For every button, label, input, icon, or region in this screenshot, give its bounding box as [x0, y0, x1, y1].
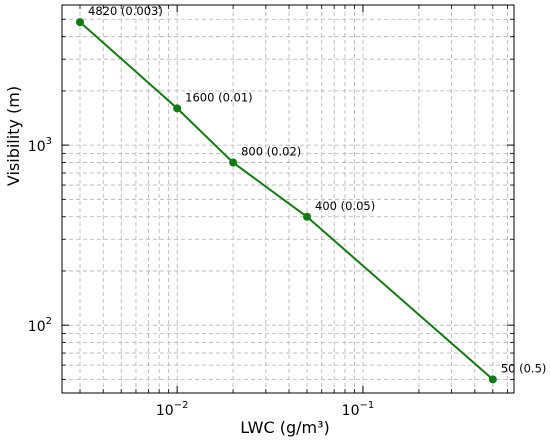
y-tick-label: 102 [28, 316, 52, 335]
data-label: 4820 (0.003) [88, 4, 163, 18]
data-point [173, 104, 182, 113]
data-label: 800 (0.02) [241, 145, 301, 159]
series-line [79, 21, 494, 381]
axes: 10−2 10−1 102 103 [28, 4, 515, 419]
data-point [229, 158, 238, 167]
y-axis-label: Visibility (m) [4, 86, 23, 186]
data-point [303, 212, 312, 221]
data-point [488, 375, 497, 384]
series-layer: 4820 (0.003) 1600 (0.01) 800 (0.02) 400 (0.… [76, 4, 547, 384]
data-label: 400 (0.05) [315, 199, 375, 213]
x-axis-label: LWC (g/m³) [240, 418, 330, 437]
data-label: 50 (0.5) [501, 361, 547, 375]
x-tick-label: 10−1 [342, 400, 375, 419]
y-tick-label: 103 [28, 136, 52, 155]
x-tick-label: 10−2 [156, 400, 189, 419]
grid [62, 4, 514, 393]
data-point [76, 18, 85, 27]
data-label: 1600 (0.01) [185, 90, 253, 104]
